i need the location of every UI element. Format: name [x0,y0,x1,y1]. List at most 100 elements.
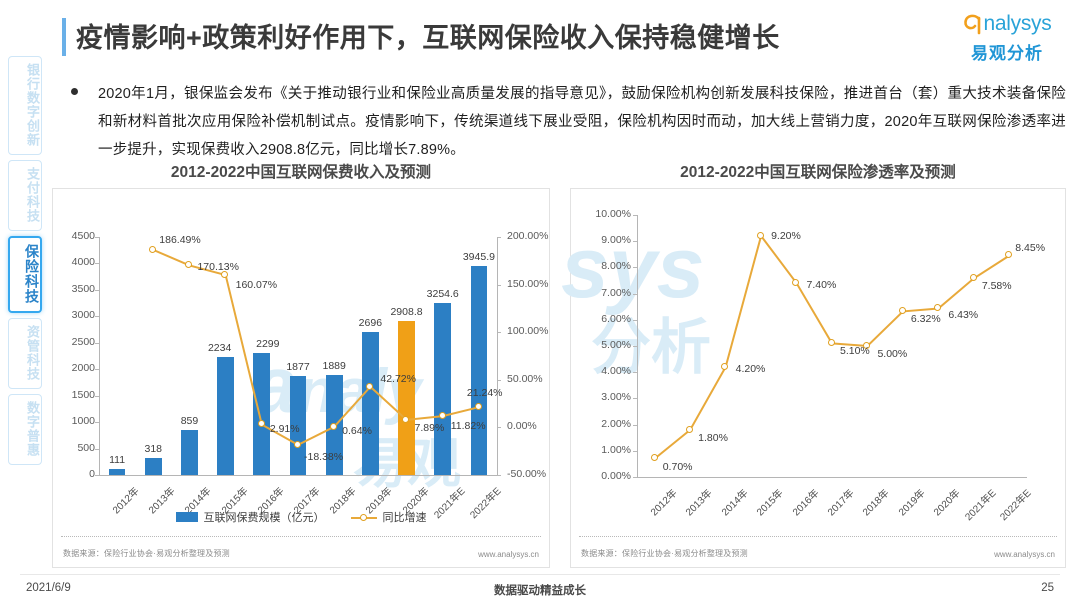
legend-label-bars: 互联网保费规模（亿元） [203,512,325,524]
y-axis [637,215,638,477]
logo-swirl-icon [963,13,983,35]
line-marker [293,440,301,448]
y-tick-label: 7.00% [601,286,631,299]
chart-title-penetration: 2012-2022中国互联网保险渗透率及预测 [680,164,956,181]
legend-item-line: 同比增速 [350,509,427,525]
bar [108,469,126,475]
y2-tick-mark [497,475,501,476]
footer-slogan: 数据驱动精益成长 [494,585,586,597]
y-tick-mark [633,346,637,347]
footer-date: 2021/6/9 [26,582,71,594]
line-value-label: 5.00% [877,348,908,360]
sidebar-item-insurance[interactable]: 保险科技 [8,236,42,313]
y-tick-mark [633,267,637,269]
line-marker [257,420,265,428]
bar [253,353,271,475]
y-tick-mark [95,369,99,371]
bar-value-label: 318 [144,443,163,456]
legend-label-line: 同比增速 [382,512,427,524]
y2-tick-label: 200.00% [507,230,549,242]
bar [398,321,415,475]
y-tick-mark [633,450,637,452]
y-tick-label: 4500 [71,230,95,242]
y-tick-label: 10.00% [595,208,631,220]
chart-title-revenue: 2012-2022中国互联网保费收入及预测 [170,164,432,181]
y-tick-mark [633,398,637,400]
y-tick-mark [633,241,637,243]
y2-tick-label: 100.00% [507,325,549,338]
logo-chinese-name: 易观分析 [971,44,1043,63]
bar [144,458,162,475]
sidebar-item-payment[interactable]: 支付科技 [8,160,42,231]
y-tick-label: 5.00% [601,339,631,351]
page-title: 疫情影响+政策利好作用下，互联网保险收入保持稳健增长 [76,23,780,53]
plot-area-revenue: 0 500 1000 1500 2000 2500 3000 3500 4000 4500 -50.… [53,189,549,567]
y-tick-label: 2000 [71,362,95,375]
line-value-label: 5.10% [840,345,870,358]
line-value-label: 6.32% [910,313,941,326]
y-tick-label: 0.00% [601,470,631,482]
line-value-label: 2.91% [269,422,300,435]
y-tick-mark [95,237,99,238]
y-tick-label: 8.00% [601,260,631,273]
logo-wordmark: nalysys [983,12,1052,35]
line-marker [685,425,693,433]
line-value-label: 9.20% [771,229,801,242]
y2-tick-label: 0.00% [507,420,537,433]
source-divider-left [61,536,541,537]
line-value-label: 6.43% [948,308,979,321]
footer-page-number: 25 [1041,582,1054,594]
y-tick-label: 9.00% [601,234,631,247]
sidebar-item-asset[interactable]: 资管科技 [8,318,42,389]
legend-item-bars: 互联网保费规模（亿元） [175,509,325,525]
bar [181,429,198,475]
bar [289,375,307,475]
line-value-label: 11.82% [450,420,486,433]
y-tick-label: 3.00% [601,391,631,404]
y-tick-label: 3000 [71,309,95,322]
y-tick-label: 1000 [71,415,95,428]
bar-value-label: 3945.9 [462,251,495,264]
y2-tick-label: 150.00% [507,277,549,290]
page-footer: 2021/6/9 数据驱动精益成长 25 [0,574,1080,608]
line-value-label: -18.38% [304,450,344,463]
y-tick-mark [633,372,637,374]
y2-tick-label: -50.00% [507,468,547,480]
line-marker [402,415,410,423]
sidebar-item-inclusive[interactable]: 数字普惠 [8,394,42,465]
bar-value-label: 3254.6 [426,287,459,300]
bar-value-label: 2908.8 [390,306,423,319]
source-url-left: www.analysys.cn [478,550,539,559]
line-value-label: 21.24% [466,387,503,400]
y-tick-mark [95,395,99,397]
y-tick-label: 3500 [71,282,95,295]
line-value-label: 8.45% [1015,241,1046,254]
line-marker [827,339,835,347]
legend-swatch-icon [175,512,198,522]
footer-divider [20,574,1060,575]
y-tick-mark [95,316,99,318]
source-divider-right [579,536,1057,537]
line-marker [863,341,871,349]
y-tick-label: 2.00% [601,417,631,430]
bar [362,332,379,475]
bar [217,356,234,475]
line-marker [474,402,482,410]
line-value-label: 7.58% [981,280,1012,293]
y-tick-mark [95,475,99,476]
line-marker [792,278,800,286]
sidebar-item-bank[interactable]: 银行数字创新 [8,56,42,155]
y2-tick-mark [497,332,501,334]
line-value-label: 42.72% [380,372,416,385]
source-text-right: 数据来源：保险行业协会·易观分析整理及预测 [581,549,748,558]
y-tick-label: 6.00% [601,312,631,325]
line-marker [898,307,906,315]
x-axis [99,475,497,476]
line-marker [329,422,337,430]
line-marker [438,411,446,419]
y2-tick-mark [497,237,501,238]
bar-value-label: 1889 [322,360,346,373]
y-tick-mark [633,319,637,321]
growth-line [152,248,480,447]
line-marker [1005,251,1013,259]
